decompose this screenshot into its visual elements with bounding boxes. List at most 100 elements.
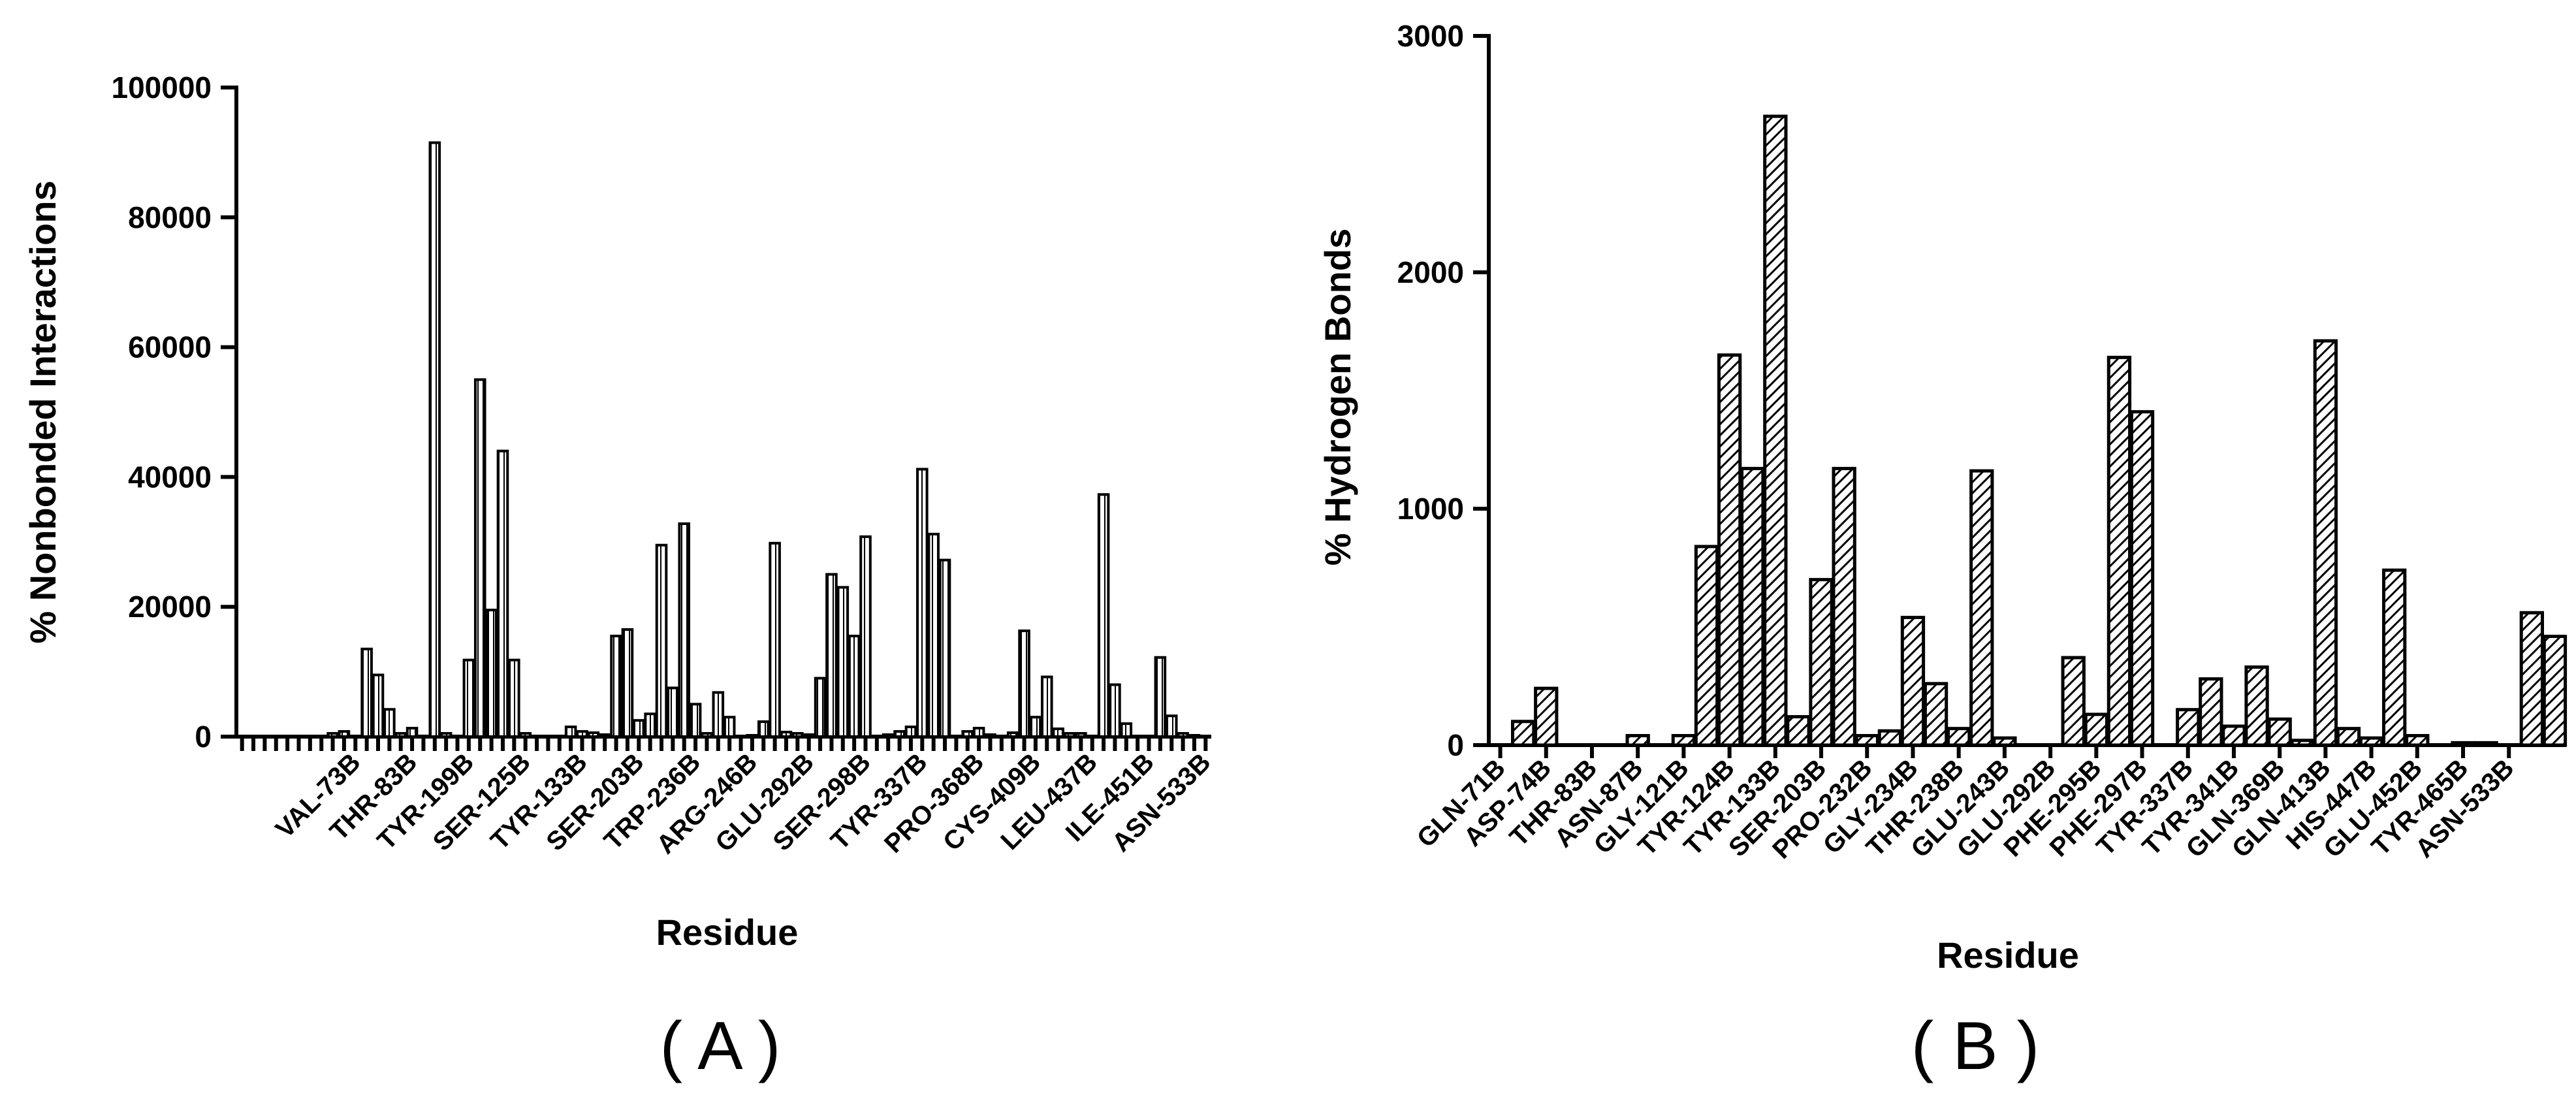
bar — [1786, 715, 1811, 747]
bar — [1992, 736, 2017, 747]
bar — [836, 586, 850, 738]
bar — [2267, 717, 2292, 747]
bar — [1188, 734, 1201, 738]
bar — [1740, 466, 1765, 747]
bar — [485, 609, 498, 738]
bar — [2313, 339, 2338, 747]
bar — [757, 720, 770, 738]
x-axis-title: Residue — [656, 912, 799, 953]
y-tick-label: 0 — [195, 720, 212, 754]
bar — [326, 732, 339, 739]
bar — [576, 730, 588, 738]
y-tick-label: 100000 — [112, 71, 212, 104]
bar — [882, 733, 895, 738]
bar — [1177, 732, 1189, 739]
bar — [1625, 734, 1650, 747]
bar — [1109, 683, 1121, 738]
bar — [405, 727, 419, 739]
bar — [712, 691, 725, 738]
bar — [678, 522, 691, 739]
bar — [701, 732, 713, 739]
y-tick-label: 20000 — [128, 590, 212, 624]
bar — [1877, 729, 1903, 747]
bar — [1694, 545, 1719, 747]
bar — [338, 730, 351, 738]
bar — [655, 543, 668, 739]
bar — [383, 708, 396, 738]
bar — [791, 732, 804, 739]
y-tick-label: 60000 — [128, 330, 212, 364]
bar — [1969, 469, 1994, 747]
panel-label-a: ( A ) — [660, 1008, 781, 1084]
bar — [904, 726, 917, 738]
bar — [644, 712, 656, 738]
bar — [496, 449, 509, 738]
bar — [814, 677, 827, 739]
bar — [859, 535, 872, 739]
chart-panel-a: 020000400006000080000100000VAL-73BTHR-83… — [22, 71, 1216, 1084]
bar — [1063, 732, 1076, 739]
bar — [1018, 629, 1030, 739]
bar — [1671, 734, 1696, 747]
bar — [2519, 611, 2544, 747]
panel-label-b: ( B ) — [1911, 1008, 2039, 1084]
bar — [1854, 734, 1879, 747]
bar — [473, 378, 486, 738]
bar — [746, 734, 759, 738]
bar — [508, 658, 520, 739]
bar — [2129, 410, 2155, 747]
bar — [1923, 682, 1948, 747]
bar — [2451, 741, 2475, 747]
y-tick-label: 1000 — [1397, 492, 1464, 526]
bar — [1006, 731, 1019, 739]
bar — [1832, 466, 1856, 747]
bar — [723, 716, 736, 739]
bar — [2061, 656, 2086, 747]
bar — [2336, 727, 2361, 747]
bar — [564, 726, 577, 738]
bar — [2084, 712, 2108, 747]
bar — [769, 541, 781, 739]
bar — [621, 628, 634, 738]
chart-panel-b: 0100020003000GLN-71BASP-74BTHR-83BASN-87… — [1317, 19, 2568, 1084]
bar — [439, 732, 453, 739]
bar — [780, 731, 793, 738]
x-axis-title: Residue — [1937, 934, 2079, 976]
bar — [893, 730, 906, 738]
bar — [2244, 665, 2269, 747]
bar — [938, 558, 951, 739]
bar — [587, 731, 600, 739]
bar — [2359, 736, 2384, 747]
bar — [689, 703, 702, 739]
bar — [2176, 708, 2201, 747]
y-tick-label: 0 — [1447, 728, 1464, 762]
bar — [1165, 714, 1178, 739]
bar — [1900, 616, 1926, 747]
bar — [1052, 727, 1064, 739]
bar — [1763, 114, 1788, 747]
bar — [2221, 724, 2246, 747]
bar — [428, 141, 441, 739]
bar — [1097, 493, 1110, 738]
bar — [2473, 741, 2498, 747]
bar — [2199, 677, 2223, 747]
bar — [394, 732, 407, 739]
bar — [667, 686, 679, 738]
bar — [972, 727, 985, 739]
y-tick-label: 3000 — [1397, 19, 1464, 53]
bar — [633, 719, 645, 739]
bar — [2290, 739, 2315, 747]
bar — [1511, 720, 1536, 747]
bar — [462, 658, 475, 739]
bar — [1534, 686, 1559, 747]
bar — [927, 532, 940, 738]
bar — [916, 468, 929, 738]
bar — [2107, 355, 2132, 747]
bar — [984, 733, 996, 738]
bar — [803, 733, 815, 738]
bar — [2542, 634, 2568, 747]
y-tick-label: 80000 — [128, 200, 212, 234]
bar — [519, 732, 532, 739]
bar — [598, 733, 611, 738]
y-axis-title: % Hydrogen Bonds — [1317, 229, 1358, 566]
